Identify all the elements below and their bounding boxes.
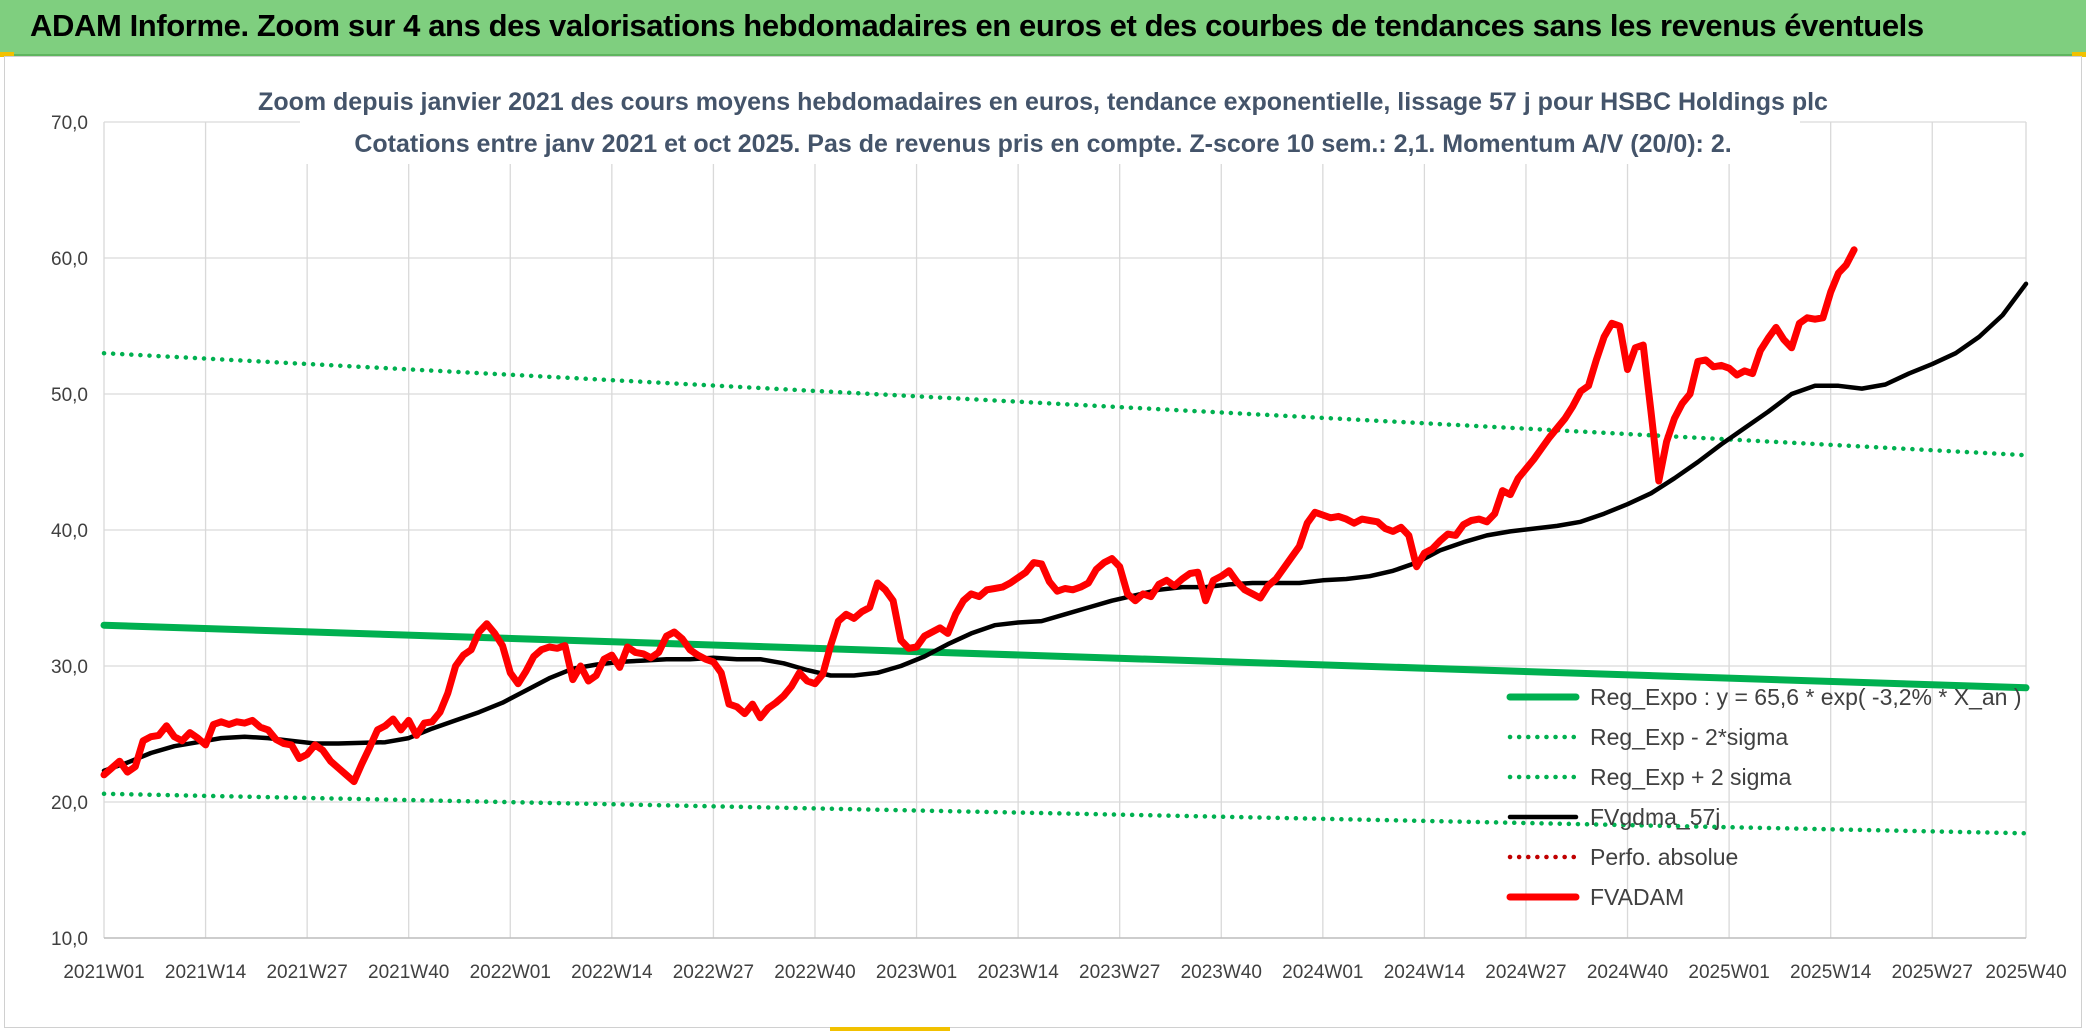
y-tick-label: 60,0 xyxy=(51,249,88,270)
series-layer xyxy=(100,246,2030,836)
x-tick-label: 2023W27 xyxy=(1079,962,1160,983)
y-tick-label: 70,0 xyxy=(51,113,88,134)
x-tick-label: 2024W40 xyxy=(1587,962,1668,983)
legend-label: FVADAM xyxy=(1590,884,1684,910)
x-tick-label: 2023W01 xyxy=(876,962,957,983)
series-line-0 xyxy=(100,621,2030,692)
chart-title-line-2: Cotations entre janv 2021 et oct 2025. P… xyxy=(354,130,1731,158)
chart-frame xyxy=(4,56,2082,1028)
chart-title-background xyxy=(300,78,1800,164)
x-tick-label: 2025W01 xyxy=(1688,962,1769,983)
chart-title-line-1: Zoom depuis janvier 2021 des cours moyen… xyxy=(258,88,1828,116)
x-tick-label: 2024W14 xyxy=(1384,962,1466,983)
y-tick-label: 50,0 xyxy=(51,385,88,406)
legend-label: FVgdma_57j xyxy=(1590,804,1720,830)
bottom-accent xyxy=(830,1027,950,1031)
legend-label: Reg_Exp - 2*sigma xyxy=(1590,724,1788,750)
y-tick-label: 40,0 xyxy=(51,521,88,542)
legend-label: Perfo. absolue xyxy=(1590,844,1738,870)
x-tick-label: 2021W27 xyxy=(266,962,347,983)
x-tick-label: 2021W14 xyxy=(165,962,247,983)
x-tick-label: 2023W14 xyxy=(977,962,1059,983)
x-tick-label: 2022W27 xyxy=(673,962,754,983)
series-line-2 xyxy=(101,350,2029,458)
series-line-3 xyxy=(101,281,2029,773)
series-line-1 xyxy=(101,791,2029,836)
banner-accent-left xyxy=(0,52,14,57)
banner-accent-right xyxy=(2072,52,2086,57)
x-tick-label: 2025W14 xyxy=(1790,962,1872,983)
x-tick-label: 2024W01 xyxy=(1282,962,1363,983)
grid xyxy=(103,121,2027,939)
legend-label: Reg_Exp + 2 sigma xyxy=(1590,764,1792,790)
x-tick-label: 2021W01 xyxy=(63,962,144,983)
y-tick-label: 10,0 xyxy=(51,929,88,950)
legend: Reg_Expo : y = 65,6 * exp( -3,2% * X_an … xyxy=(1506,684,2022,910)
x-tick-label: 2022W40 xyxy=(774,962,855,983)
header-banner: ADAM Informe. Zoom sur 4 ans des valoris… xyxy=(0,0,2086,56)
x-tick-label: 2021W40 xyxy=(368,962,449,983)
report-title: ADAM Informe. Zoom sur 4 ans des valoris… xyxy=(30,8,1924,43)
x-tick-label: 2025W40 xyxy=(1985,962,2066,983)
x-tick-label: 2022W01 xyxy=(470,962,551,983)
x-tick-label: 2024W27 xyxy=(1485,962,1566,983)
y-tick-label: 30,0 xyxy=(51,657,88,678)
x-tick-label: 2023W40 xyxy=(1181,962,1262,983)
axes: 10,0 20,0 30,0 40,0 50,0 60,0 70,0 2021W01 2021W… xyxy=(51,113,2067,983)
legend-label: Reg_Expo : y = 65,6 * exp( -3,2% * X_an … xyxy=(1590,684,2022,710)
x-tick-label: 2022W14 xyxy=(571,962,653,983)
x-tick-label: 2025W27 xyxy=(1892,962,1973,983)
y-tick-label: 20,0 xyxy=(51,793,88,814)
series-line-5 xyxy=(100,246,1858,786)
